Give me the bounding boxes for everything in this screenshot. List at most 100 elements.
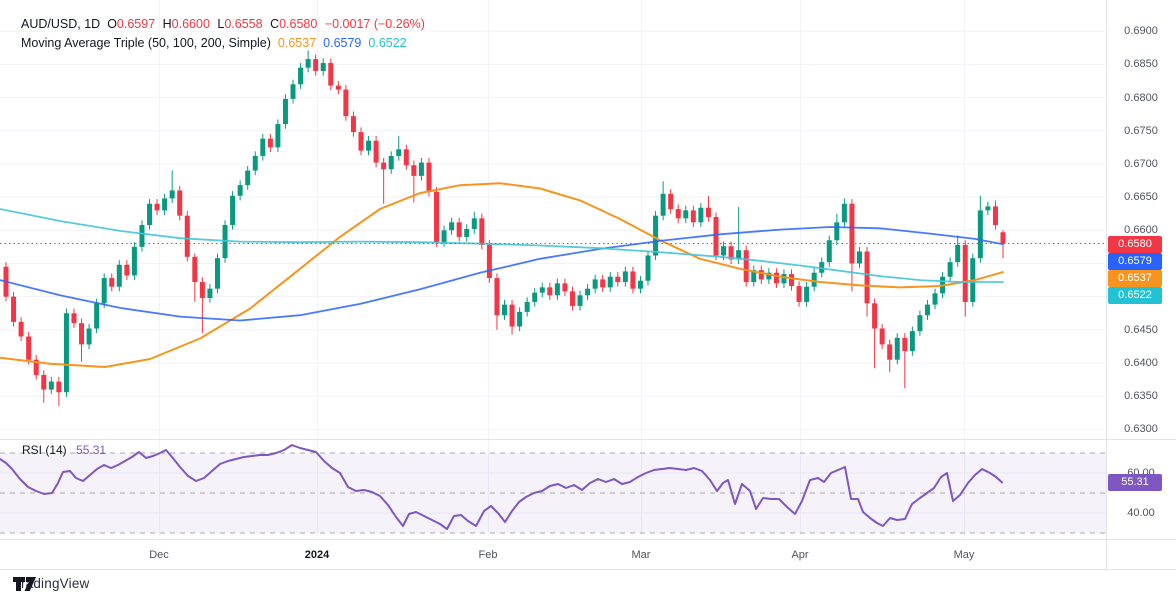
time-axis-label-mar: Mar: [631, 549, 651, 561]
candle-body: [147, 203, 153, 225]
candle-body: [403, 149, 409, 166]
candle-body: [615, 276, 621, 283]
price-badge-ma200: 0.6522: [1108, 287, 1162, 304]
price-axis-label: 0.6900: [1124, 25, 1158, 38]
candle-body: [872, 303, 878, 329]
candle-body: [856, 251, 862, 264]
candle-body: [41, 374, 47, 390]
candle-body: [909, 331, 915, 352]
symbol-legend[interactable]: AUD/USD, 1D O0.6597 H0.6600 L0.6558 C0.65…: [21, 17, 425, 31]
ohlc-low-label: L: [217, 17, 225, 31]
candle-body: [237, 185, 243, 196]
rsi-pane[interactable]: [0, 444, 1106, 534]
ma-indicator-name[interactable]: Moving Average Triple (50, 100, 200, Sim…: [21, 36, 271, 50]
candle-body: [781, 274, 787, 284]
price-axis-label: 0.6850: [1124, 58, 1158, 71]
candle-body: [298, 67, 304, 85]
time-axis-label-dec: Dec: [149, 549, 169, 561]
indicator-legend-rsi[interactable]: RSI (14) 55.31: [22, 443, 106, 458]
ohlc-close-label: C: [270, 17, 280, 31]
candle-body: [63, 313, 69, 393]
candle-body: [169, 190, 175, 199]
candle-body: [517, 311, 523, 327]
candle-body: [131, 246, 137, 276]
candle-body: [396, 149, 402, 156]
candle-body: [441, 230, 447, 243]
candle-body: [766, 272, 772, 280]
candle-body: [456, 222, 462, 237]
candle-body: [18, 321, 24, 337]
time-axis-label-may: May: [953, 549, 975, 561]
candle-body: [690, 210, 696, 223]
candle-body: [577, 295, 583, 306]
candle-body: [434, 191, 440, 243]
candle-body: [819, 262, 825, 273]
candle-body: [260, 138, 266, 156]
candle-body: [328, 63, 334, 86]
candle-body: [479, 218, 485, 245]
candle-body: [826, 240, 832, 263]
candle-body: [33, 359, 39, 375]
candle-body: [184, 215, 190, 257]
rsi-line: [0, 444, 1003, 530]
price-badge-ma100: 0.6579: [1108, 253, 1162, 270]
candle-body: [388, 155, 394, 170]
ma-indicator-values: 0.6537 0.6579 0.6522: [278, 36, 414, 50]
candle-body: [796, 286, 802, 302]
candle-body: [199, 282, 205, 298]
candle-body: [282, 98, 288, 125]
candle-body: [486, 244, 492, 279]
candle-body: [502, 304, 507, 316]
candle-body: [343, 89, 349, 117]
candle-body: [547, 287, 553, 296]
candle-body: [48, 381, 54, 390]
candle-body: [622, 271, 628, 283]
candle-body: [56, 381, 62, 393]
symbol-title[interactable]: AUD/USD, 1D: [21, 17, 101, 31]
candle-body: [924, 304, 930, 316]
candle-body: [721, 246, 727, 256]
candle-body: [26, 336, 32, 360]
candle-body: [449, 222, 455, 231]
candle-body: [539, 287, 545, 293]
ma-legend-value: 0.6579: [323, 36, 362, 50]
candle-body: [139, 224, 145, 247]
tradingview-logo[interactable]: TradingView: [13, 576, 90, 591]
candle-body: [887, 344, 893, 360]
rsi-indicator-name[interactable]: RSI (14): [22, 443, 67, 457]
candle-body: [373, 140, 379, 163]
candle-body: [585, 288, 591, 296]
candle-body: [109, 278, 115, 287]
candle-body: [789, 274, 795, 287]
candle-body: [532, 292, 538, 302]
candle-body: [705, 207, 711, 218]
price-axis-label: 0.6400: [1124, 357, 1158, 369]
candle-body: [592, 279, 598, 289]
candle-body: [977, 210, 983, 259]
candle-body: [751, 270, 757, 283]
candle-body: [335, 85, 341, 90]
candle-body: [494, 278, 500, 316]
candle-body: [728, 246, 734, 260]
candle-body: [101, 278, 107, 304]
candle-body: [267, 138, 273, 148]
candle-body: [758, 270, 764, 280]
candle-body: [411, 165, 417, 176]
candle-body: [962, 244, 968, 302]
candle-body: [849, 203, 855, 264]
ohlc-close-value: 0.6580: [279, 17, 318, 31]
price-badge-ma50: 0.6537: [1108, 270, 1162, 287]
indicator-legend-ma[interactable]: Moving Average Triple (50, 100, 200, Sim…: [21, 36, 414, 50]
candle-body: [773, 272, 779, 284]
candle-body: [985, 206, 991, 211]
candle-body: [245, 170, 251, 186]
ma-line-sma100: [0, 226, 1004, 322]
candle-body: [683, 210, 689, 219]
candle-body: [509, 304, 515, 327]
price-pane[interactable]: [0, 50, 1106, 407]
time-axis-label-apr: Apr: [791, 549, 809, 561]
candle-body: [252, 155, 258, 171]
price-axis-label: 0.6600: [1124, 224, 1158, 237]
candle-body: [305, 59, 311, 68]
